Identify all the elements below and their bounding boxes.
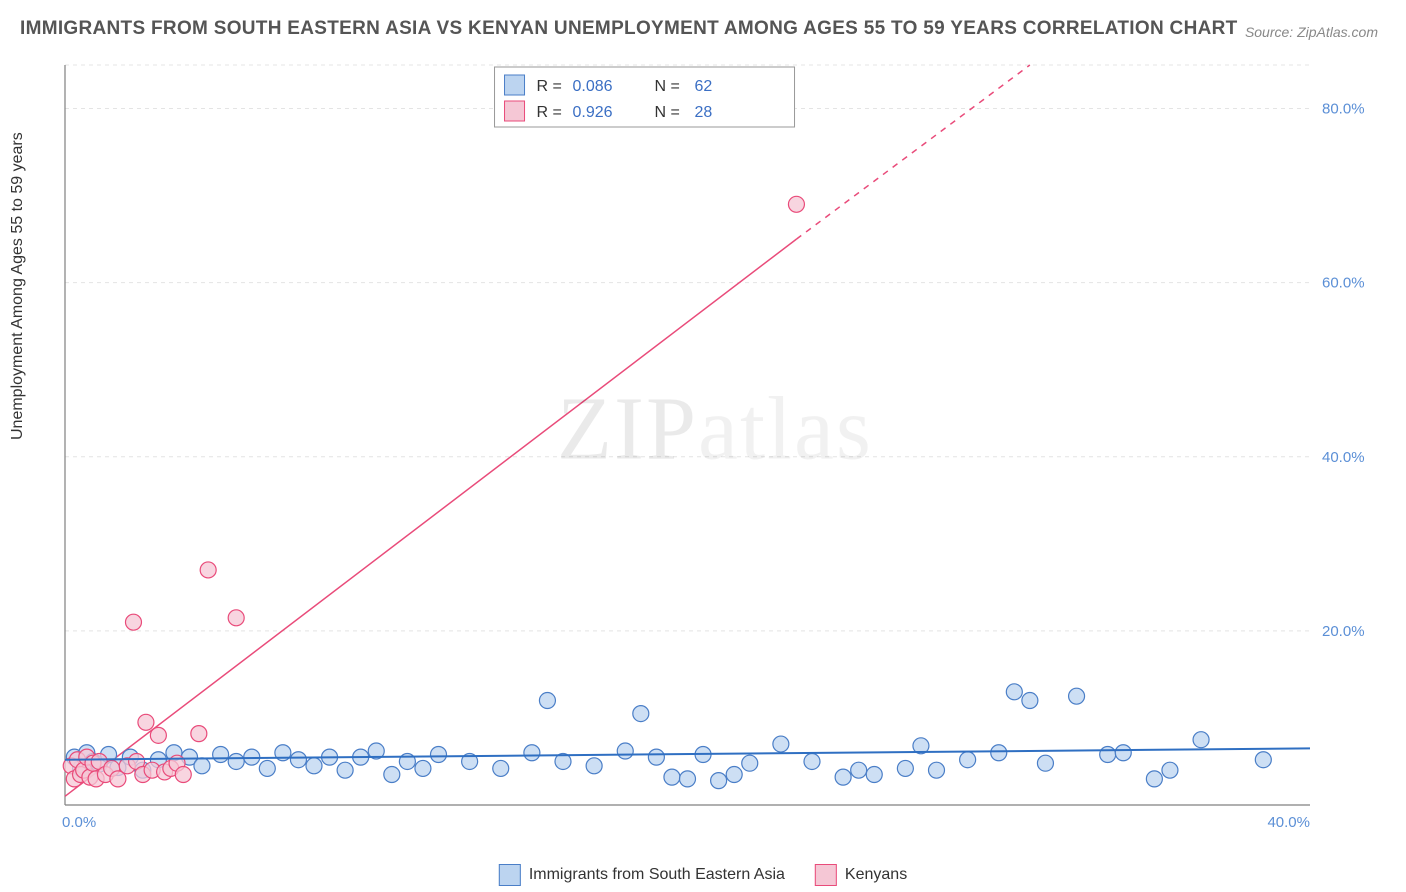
svg-text:40.0%: 40.0% (1322, 449, 1365, 466)
svg-text:60.0%: 60.0% (1322, 275, 1365, 292)
svg-text:0.086: 0.086 (573, 78, 613, 95)
svg-text:40.0%: 40.0% (1267, 814, 1310, 831)
svg-text:20.0%: 20.0% (1322, 623, 1365, 640)
y-axis-label: Unemployment Among Ages 55 to 59 years (9, 132, 27, 440)
svg-text:R =: R = (537, 104, 562, 121)
x-axis-legend: Immigrants from South Eastern Asia Kenya… (499, 864, 907, 886)
svg-text:N =: N = (655, 78, 680, 95)
svg-text:0.926: 0.926 (573, 104, 613, 121)
legend-swatch-b (815, 864, 837, 886)
legend-item-series-b: Kenyans (815, 864, 907, 886)
svg-text:28: 28 (695, 104, 713, 121)
svg-text:62: 62 (695, 78, 713, 95)
svg-text:0.0%: 0.0% (62, 814, 96, 831)
svg-text:R =: R = (537, 78, 562, 95)
chart-svg: 20.0% 40.0% 60.0% 80.0% 0.0% 40.0% R = 0.086 N =… (60, 55, 1370, 835)
legend-item-series-a: Immigrants from South Eastern Asia (499, 864, 785, 886)
legend-label-b: Kenyans (845, 866, 907, 884)
legend-swatch-a (499, 864, 521, 886)
scatter-plot: 20.0% 40.0% 60.0% 80.0% 0.0% 40.0% R = 0.086 N =… (60, 55, 1370, 835)
legend-label-a: Immigrants from South Eastern Asia (529, 866, 785, 884)
svg-text:80.0%: 80.0% (1322, 101, 1365, 118)
source-attribution: Source: ZipAtlas.com (1245, 24, 1378, 40)
svg-text:N =: N = (655, 104, 680, 121)
chart-title: IMMIGRANTS FROM SOUTH EASTERN ASIA VS KE… (20, 18, 1238, 40)
